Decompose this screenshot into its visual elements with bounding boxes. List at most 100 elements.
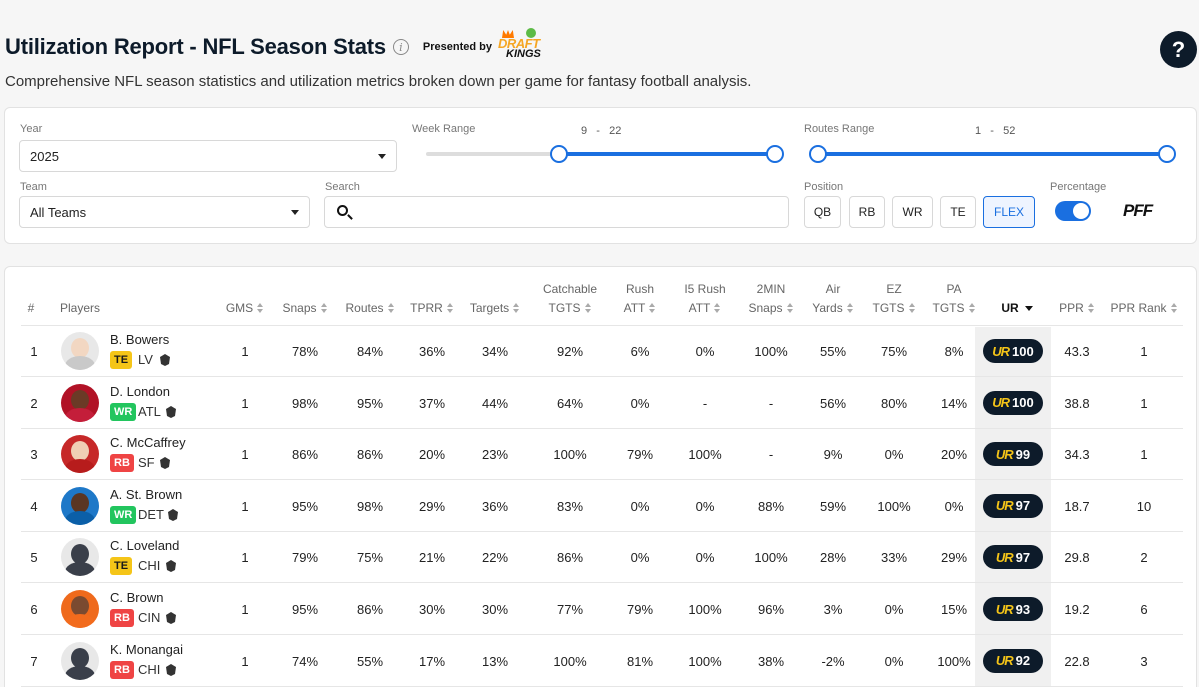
routes-cell: 84% xyxy=(356,344,384,359)
week-min-handle[interactable] xyxy=(550,145,568,163)
col-targets[interactable]: Targets xyxy=(461,299,529,318)
air-cell: 9% xyxy=(823,447,843,463)
col-ur[interactable]: UR xyxy=(985,299,1049,318)
ppr-cell: 19.2 xyxy=(1064,602,1090,617)
i5rush-cell: 0% xyxy=(695,344,715,359)
ur-score-badge: UR 93 xyxy=(983,597,1043,621)
pff-logo: PFF xyxy=(1123,201,1153,220)
search-input[interactable] xyxy=(324,196,789,228)
info-icon[interactable]: i xyxy=(392,39,409,55)
routes-min-handle[interactable] xyxy=(809,145,827,163)
player-name-link[interactable]: C. Loveland xyxy=(110,538,180,554)
position-qb-button[interactable]: QB xyxy=(804,196,841,228)
position-flex-button[interactable]: FLEX xyxy=(983,196,1035,228)
col-tprr[interactable]: TPRR xyxy=(405,299,459,318)
col-i5-rush-att[interactable]: I5 Rush ATT xyxy=(684,282,726,315)
player-avatar[interactable] xyxy=(61,590,99,628)
table-row[interactable]: 1 B. Bowers TE LV 1 78% 84% 36% 34% 92% 6% 0% 100% 55… xyxy=(21,326,1183,377)
routes-max-handle[interactable] xyxy=(1158,145,1176,163)
col-pa-tgts[interactable]: PA TGTS xyxy=(925,280,983,318)
col-2min-snaps[interactable]: 2MIN Snaps xyxy=(741,280,801,318)
col-catchable-tgts[interactable]: Catchable TGTS xyxy=(542,282,598,315)
sort-icon xyxy=(1170,303,1178,314)
sort-desc-icon xyxy=(1024,306,1033,312)
player-name-link[interactable]: A. St. Brown xyxy=(110,486,183,502)
col-rush-att[interactable]: Rush ATT xyxy=(611,280,669,318)
table-row[interactable]: 2 D. London WR ATL 1 98% 95% 37% 44% 64% 0% - - 56% 80… xyxy=(21,378,1183,429)
team-logo-icon xyxy=(166,663,176,676)
player-name-link[interactable]: B. Bowers xyxy=(110,332,170,347)
col-ppr-rank[interactable]: PPR Rank xyxy=(1105,299,1183,318)
col-air-yards[interactable]: Air Yards xyxy=(803,280,863,318)
position-rb-button[interactable]: RB xyxy=(849,196,885,228)
table-row[interactable]: 7 K. Monangai RB CHI 1 74% 55% 17% 13% 100% 81% 100… xyxy=(21,636,1183,687)
player-name-link[interactable]: C. Brown xyxy=(110,590,164,605)
ur-score: 100 xyxy=(1012,395,1034,411)
player-name-link[interactable]: C. McCaffrey xyxy=(110,435,186,451)
pa-cell: 100% xyxy=(937,653,971,669)
avatar-head xyxy=(71,338,89,358)
rush-cell: 6% xyxy=(630,344,650,359)
player-avatar[interactable] xyxy=(61,486,99,525)
ppr-cell: 29.8 xyxy=(1064,550,1090,566)
routes-range-fill[interactable] xyxy=(818,152,1168,156)
week-max-handle[interactable] xyxy=(766,145,784,163)
ur-score-badge: UR 100 xyxy=(983,339,1043,363)
player-avatar[interactable] xyxy=(61,332,99,370)
player-name-link[interactable]: D. London xyxy=(110,383,170,399)
tprr-cell: 20% xyxy=(418,447,446,463)
col-ez-tgts[interactable]: EZ TGTS xyxy=(865,280,923,318)
ur-score-badge: UR 97 xyxy=(983,493,1043,518)
col-ppr[interactable]: PPR xyxy=(1051,299,1103,318)
tprr-cell: 29% xyxy=(418,498,446,514)
ur-score: 99 xyxy=(1015,446,1031,462)
avatar-body xyxy=(65,356,95,370)
table-row[interactable]: 3 C. McCaffrey RB SF 1 86% 86% 20% 23% 100% 79% 100… xyxy=(21,429,1183,481)
player-avatar[interactable] xyxy=(61,435,99,474)
routes-cell: 95% xyxy=(356,395,384,411)
position-badge: RB xyxy=(110,454,134,473)
table-row[interactable]: 6 C. Brown RB CIN 1 95% 86% 30% 30% 77% 79% 100% 96%… xyxy=(21,584,1183,635)
gms-cell: 1 xyxy=(241,447,249,463)
i5rush-cell: 100% xyxy=(688,653,722,669)
team-value: All Teams xyxy=(30,204,87,220)
draftkings-logo[interactable]: DRAFT KINGS xyxy=(498,28,552,62)
position-badge: WR xyxy=(110,505,137,524)
ppr-rank-cell: 2 xyxy=(1140,550,1148,566)
twomin-cell: 38% xyxy=(757,653,785,669)
team-abbr: DET xyxy=(138,506,164,522)
col-routes[interactable]: Routes xyxy=(337,299,403,318)
position-te-button[interactable]: TE xyxy=(940,196,976,228)
ez-cell: 33% xyxy=(880,550,908,566)
twomin-cell: 100% xyxy=(754,344,788,359)
pa-cell: 15% xyxy=(940,602,968,617)
player-avatar[interactable] xyxy=(61,383,99,422)
ez-cell: 0% xyxy=(884,653,904,669)
table-row[interactable]: 4 A. St. Brown WR DET 1 95% 98% 29% 36% 83% 0% 0% 88… xyxy=(21,481,1183,532)
sponsor-bottom-text: KINGS xyxy=(506,48,541,60)
sort-icon xyxy=(257,303,264,314)
avatar-head xyxy=(71,544,89,565)
col-snaps[interactable]: Snaps xyxy=(275,299,335,318)
targets-cell: 36% xyxy=(481,498,509,514)
col-gms[interactable]: GMS xyxy=(219,299,271,318)
gms-cell: 1 xyxy=(241,602,249,617)
sort-icon xyxy=(446,303,454,314)
year-select[interactable]: 2025 xyxy=(19,140,397,172)
tprr-cell: 36% xyxy=(418,344,446,359)
team-select[interactable]: All Teams xyxy=(19,196,310,228)
position-wr-button[interactable]: WR xyxy=(892,196,933,228)
player-avatar[interactable] xyxy=(61,641,99,680)
player-avatar[interactable] xyxy=(61,538,99,577)
catchable-cell: 77% xyxy=(556,602,584,617)
rank-cell: 3 xyxy=(30,447,38,463)
rank-cell: 5 xyxy=(30,550,38,566)
col-players[interactable]: Players xyxy=(60,301,101,315)
table-row[interactable]: 5 C. Loveland TE CHI 1 79% 75% 21% 22% 86% 0% 0% 100… xyxy=(21,532,1183,584)
help-button[interactable]: ? xyxy=(1160,31,1197,68)
targets-cell: 13% xyxy=(481,653,509,669)
player-name-link[interactable]: K. Monangai xyxy=(110,641,183,657)
percentage-toggle[interactable] xyxy=(1055,201,1091,221)
routes-cell: 55% xyxy=(356,653,384,669)
tprr-cell: 21% xyxy=(418,550,446,566)
